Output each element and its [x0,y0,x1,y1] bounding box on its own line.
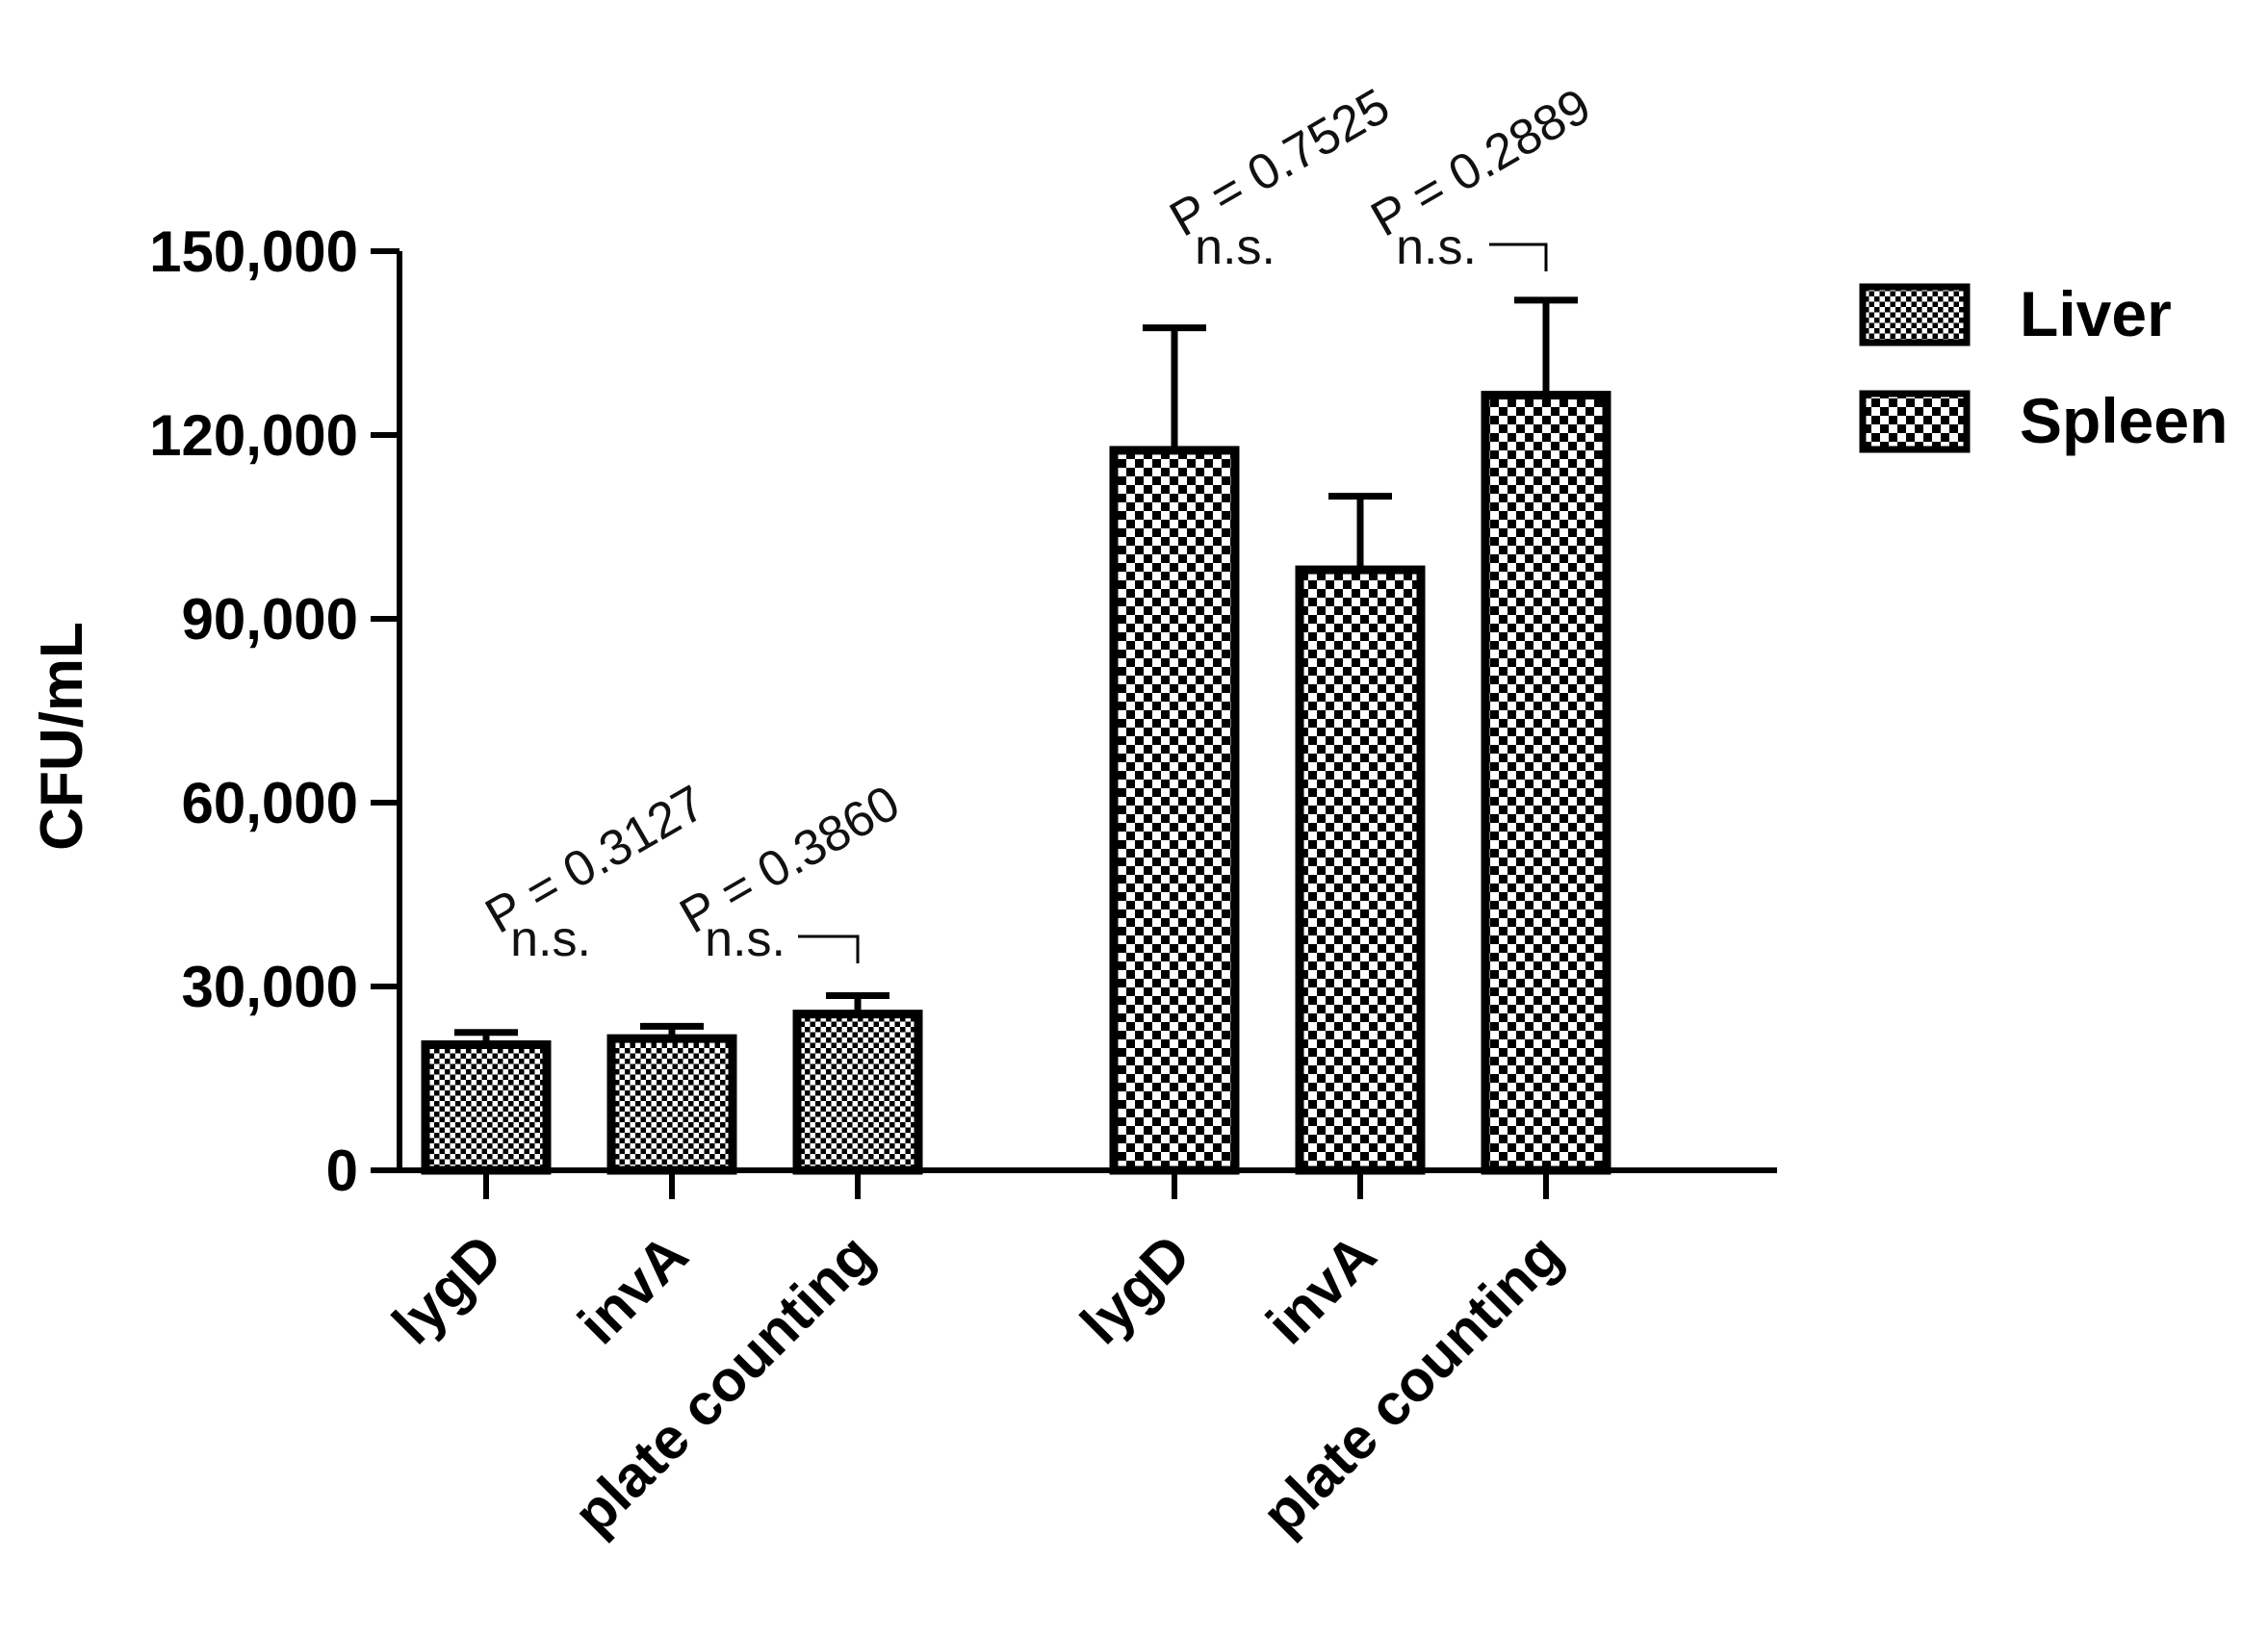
y-tick-label: 30,000 [181,955,358,1019]
significance-label: n.s. [1396,219,1477,275]
significance-label: n.s. [510,911,591,967]
bar-liver-plate-counting [792,1010,923,1175]
bar-liver-invA [606,1034,737,1175]
y-tick-label: 60,000 [181,771,358,835]
x-tick-label: lygD [1069,1222,1202,1356]
comparison-bracket [798,935,860,963]
p-value-label: P = 0.2889 [1362,78,1600,247]
x-tick-label: invA [566,1222,700,1356]
bar-spleen-plate-counting [1481,391,1611,1175]
comparison-bracket [1489,243,1548,271]
y-ticks: 0 30,000 60,000 90,000 120,000 150,000 [149,219,399,1203]
x-tick-label: lygD [380,1222,514,1356]
significance-label: n.s. [705,911,786,967]
legend: Liver Spleen [1859,278,2228,456]
y-tick-label: 90,000 [181,587,358,652]
y-axis-title: CFU/mL [29,622,95,851]
p-value-label: P = 0.7525 [1161,78,1399,247]
legend-swatch-spleen [1859,390,1971,453]
bar-liver-lygD [421,1039,552,1175]
y-tick-label: 150,000 [149,219,358,284]
bars [421,296,1611,1175]
p-value-label: P = 0.3127 [477,775,714,944]
legend-label-spleen: Spleen [2020,385,2228,456]
significance-label: n.s. [1195,219,1276,275]
y-tick-label: 0 [326,1139,358,1203]
legend-swatch-liver [1859,283,1971,346]
bar-spleen-invA [1295,565,1426,1175]
x-tick-label: invA [1254,1222,1388,1356]
y-tick-label: 120,000 [149,403,358,468]
legend-label-liver: Liver [2020,278,2172,349]
bar-spleen-lygD [1109,446,1240,1175]
p-value-label: P = 0.3860 [671,775,909,944]
